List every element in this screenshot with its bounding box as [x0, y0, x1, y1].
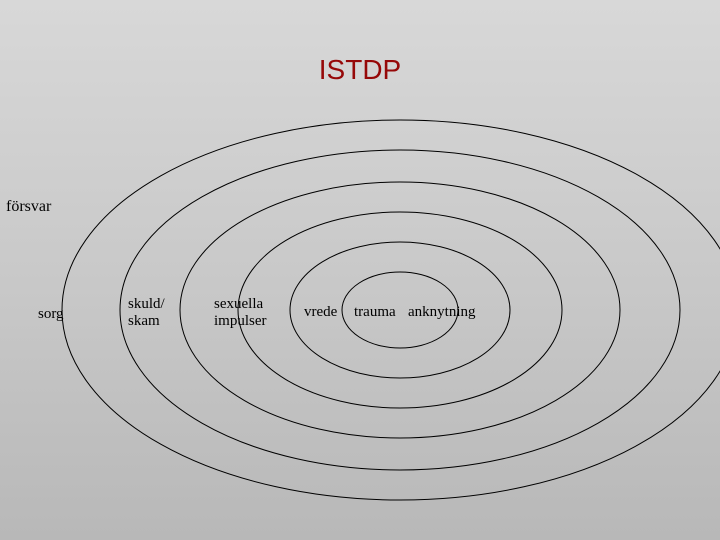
label-anknytning: anknytning [408, 304, 476, 321]
ellipse-ring-2 [120, 150, 680, 470]
concentric-ellipses [0, 0, 720, 540]
ellipse-ring-4 [238, 212, 562, 408]
label-forsvar: försvar [6, 198, 51, 216]
label-skuld: skuld/ skam [128, 296, 165, 329]
label-trauma: trauma [354, 304, 396, 321]
label-sexuella: sexuella impulser [214, 296, 267, 329]
label-sorg: sorg [38, 306, 64, 323]
label-vrede: vrede [304, 304, 337, 321]
